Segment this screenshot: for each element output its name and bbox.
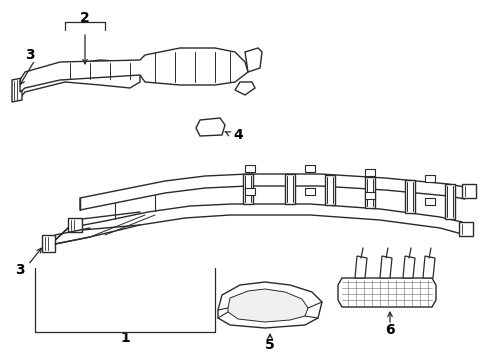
Text: 2: 2	[80, 11, 90, 25]
Polygon shape	[244, 188, 255, 195]
Polygon shape	[364, 192, 374, 199]
Polygon shape	[304, 188, 314, 195]
Polygon shape	[337, 278, 435, 307]
Polygon shape	[324, 175, 334, 205]
Polygon shape	[80, 174, 464, 210]
Polygon shape	[244, 48, 261, 72]
Text: 3: 3	[15, 263, 25, 277]
Polygon shape	[20, 48, 247, 92]
Polygon shape	[364, 177, 374, 208]
Polygon shape	[196, 118, 225, 136]
Polygon shape	[68, 218, 82, 232]
Text: 3: 3	[25, 48, 35, 62]
Polygon shape	[235, 82, 255, 95]
Polygon shape	[42, 235, 55, 252]
Polygon shape	[364, 169, 374, 176]
Polygon shape	[285, 174, 294, 204]
Polygon shape	[461, 184, 475, 198]
Polygon shape	[458, 222, 472, 236]
Polygon shape	[217, 282, 321, 328]
Text: 5: 5	[265, 338, 274, 352]
Polygon shape	[422, 256, 434, 278]
Text: 6: 6	[384, 323, 394, 337]
Polygon shape	[354, 256, 366, 278]
Polygon shape	[444, 184, 454, 219]
Polygon shape	[404, 180, 414, 213]
Polygon shape	[244, 165, 255, 172]
Polygon shape	[227, 289, 307, 322]
Polygon shape	[20, 60, 140, 98]
Text: 4: 4	[233, 128, 242, 142]
Polygon shape	[242, 174, 253, 204]
Polygon shape	[424, 198, 434, 205]
Polygon shape	[402, 256, 414, 278]
Polygon shape	[12, 78, 22, 102]
Polygon shape	[379, 256, 391, 278]
Text: 1: 1	[120, 331, 130, 345]
Polygon shape	[50, 204, 461, 245]
Polygon shape	[304, 165, 314, 172]
Polygon shape	[424, 175, 434, 182]
